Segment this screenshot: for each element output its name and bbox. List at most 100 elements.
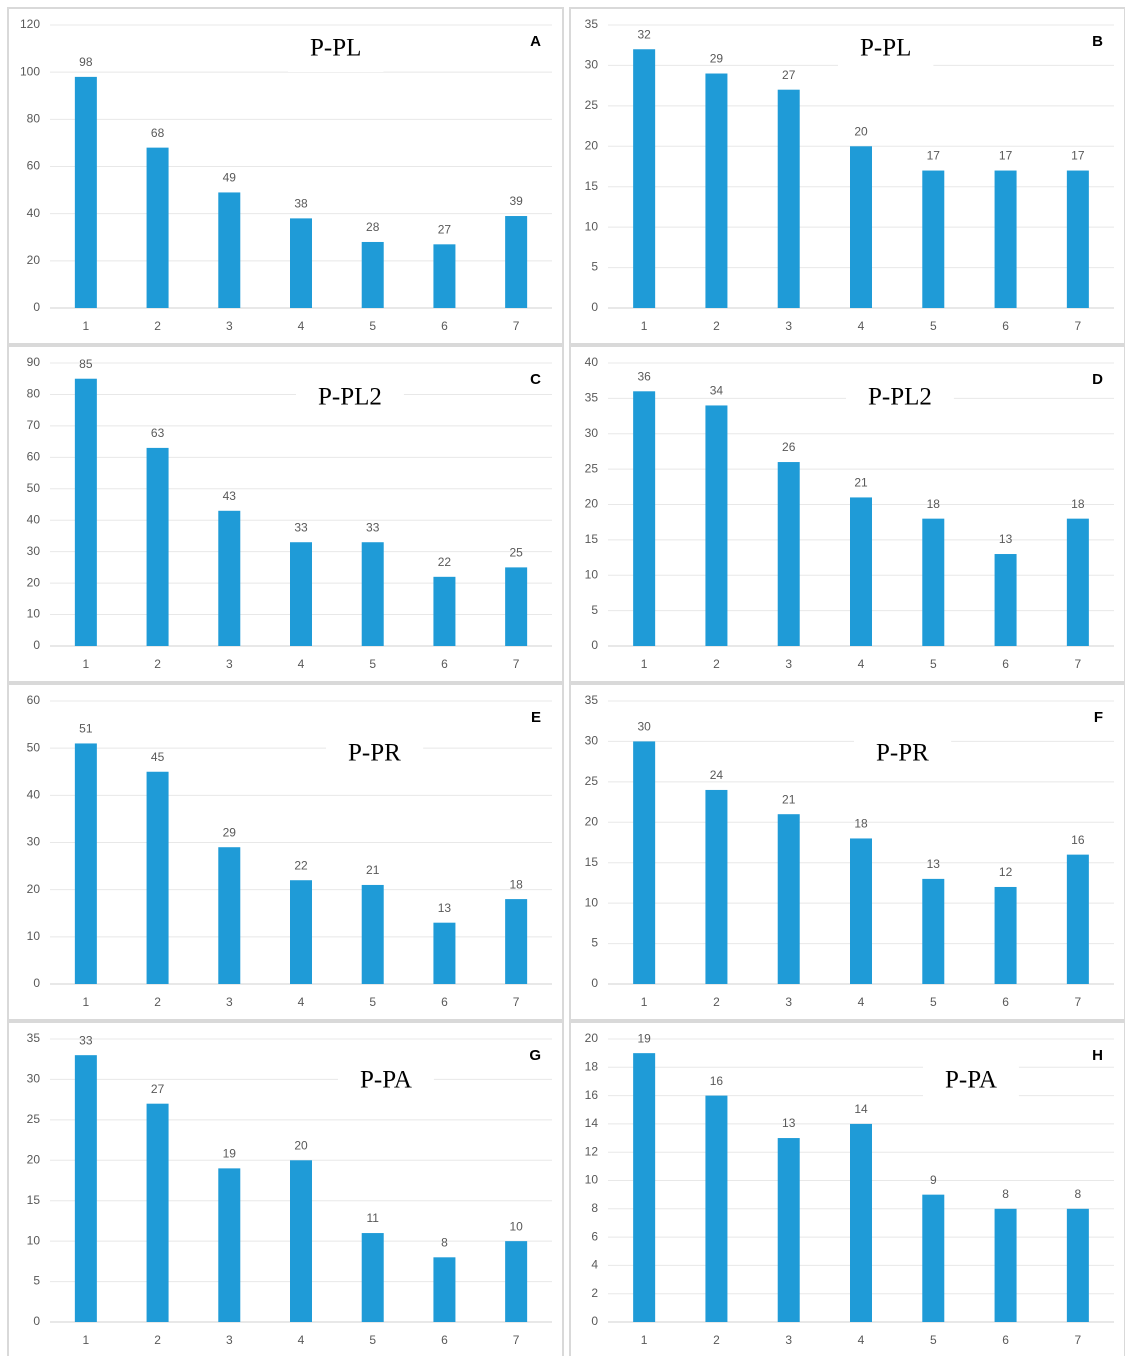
- chart-title: P-PA: [360, 1067, 412, 1094]
- y-tick-label: 10: [585, 895, 599, 909]
- x-tick-label: 2: [154, 319, 161, 333]
- value-label: 29: [710, 52, 724, 66]
- value-label: 18: [854, 817, 868, 831]
- chart-title: P-PL2: [868, 384, 932, 411]
- y-tick-label: 30: [27, 835, 41, 849]
- x-tick-label: 3: [785, 1333, 792, 1347]
- bar: [218, 847, 241, 984]
- y-tick-label: 10: [585, 567, 599, 581]
- value-label: 28: [366, 220, 380, 234]
- x-tick-label: 4: [858, 1333, 865, 1347]
- panel-letter: E: [531, 709, 541, 726]
- y-tick-label: 10: [585, 1173, 599, 1187]
- y-tick-label: 0: [33, 976, 40, 990]
- x-tick-label: 7: [1075, 319, 1082, 333]
- x-tick-label: 3: [785, 319, 792, 333]
- value-label: 16: [710, 1074, 724, 1088]
- y-tick-label: 16: [585, 1088, 599, 1102]
- bar: [290, 542, 312, 646]
- bar: [74, 378, 97, 646]
- panel: 0 10 20 30 40 50 60 70 80 90 P-PL2 C 1 85 2 63 3 43 4 33 5 33…: [7, 345, 564, 683]
- x-tick-label: 4: [298, 995, 305, 1009]
- value-label: 13: [927, 857, 941, 871]
- x-tick-label: 5: [930, 1333, 937, 1347]
- value-label: 27: [151, 1082, 165, 1096]
- chart-title: P-PR: [348, 740, 401, 767]
- value-label: 34: [710, 384, 724, 398]
- value-label: 13: [438, 901, 452, 915]
- y-tick-label: 20: [27, 575, 41, 589]
- y-tick-label: 10: [585, 219, 599, 233]
- bar: [777, 814, 800, 984]
- bar: [361, 884, 384, 984]
- x-tick-label: 4: [858, 995, 865, 1009]
- y-tick-label: 2: [591, 1286, 598, 1300]
- chart-title: P-PR: [876, 740, 929, 767]
- value-label: 8: [441, 1235, 448, 1249]
- panel: 0 5 10 15 20 25 30 35 P-PL B 1 32 2 29 3 27 4 20 5 17 6 17 7 17: [569, 7, 1125, 345]
- value-label: 33: [294, 520, 308, 534]
- chart-title: P-PL: [860, 35, 911, 62]
- value-label: 38: [294, 197, 308, 211]
- title-backdrop: [854, 733, 952, 777]
- value-label: 45: [151, 750, 165, 764]
- bar: [922, 170, 945, 308]
- x-tick-label: 2: [154, 995, 161, 1009]
- panel-letter: H: [1092, 1047, 1103, 1064]
- y-tick-label: 25: [585, 461, 599, 475]
- y-tick-label: 14: [585, 1116, 599, 1130]
- x-tick-label: 3: [226, 1333, 233, 1347]
- x-tick-label: 7: [1075, 1333, 1082, 1347]
- bar: [433, 576, 456, 646]
- title-backdrop: [846, 377, 954, 421]
- value-label: 39: [509, 194, 523, 208]
- x-tick-label: 5: [369, 995, 376, 1009]
- panel-frame: [7, 683, 564, 1021]
- bar: [705, 789, 728, 984]
- x-tick-label: 3: [785, 657, 792, 671]
- panel-frame: [7, 1021, 564, 1356]
- y-tick-label: 100: [20, 64, 40, 78]
- y-tick-label: 0: [591, 976, 598, 990]
- bar: [505, 567, 528, 646]
- value-label: 17: [927, 149, 941, 163]
- y-tick-label: 30: [27, 544, 41, 558]
- value-label: 22: [294, 858, 308, 872]
- title-backdrop: [326, 733, 424, 777]
- x-tick-label: 2: [713, 995, 720, 1009]
- bar: [290, 880, 312, 984]
- panel-frame: [7, 7, 564, 345]
- x-tick-label: 7: [1075, 657, 1082, 671]
- value-label: 85: [79, 357, 93, 371]
- value-label: 13: [782, 1116, 796, 1130]
- x-tick-label: 3: [226, 995, 233, 1009]
- y-tick-label: 120: [20, 17, 40, 31]
- y-tick-label: 4: [591, 1258, 598, 1272]
- bar: [146, 771, 169, 984]
- bar: [290, 1160, 312, 1322]
- bar: [505, 1241, 528, 1322]
- y-tick-label: 20: [585, 138, 599, 152]
- x-tick-label: 3: [226, 319, 233, 333]
- bar: [146, 147, 169, 308]
- bar: [1066, 518, 1089, 646]
- y-tick-label: 20: [585, 814, 599, 828]
- value-label: 17: [999, 149, 1013, 163]
- x-tick-label: 7: [1075, 995, 1082, 1009]
- value-label: 20: [294, 1138, 308, 1152]
- x-tick-label: 2: [154, 657, 161, 671]
- x-tick-label: 1: [641, 1333, 648, 1347]
- bar: [433, 1257, 456, 1322]
- bar: [633, 1053, 656, 1322]
- panel: 0 10 20 30 40 50 60 P-PR E 1 51 2 45 3 29 4 22 5 21 6 13 7 18: [7, 683, 564, 1021]
- y-tick-label: 5: [591, 260, 598, 274]
- x-tick-label: 5: [930, 657, 937, 671]
- x-tick-label: 7: [513, 1333, 520, 1347]
- y-tick-label: 60: [27, 693, 41, 707]
- x-tick-label: 5: [369, 319, 376, 333]
- panel-letter: F: [1094, 709, 1103, 726]
- bar: [505, 216, 528, 308]
- x-tick-label: 4: [298, 657, 305, 671]
- x-tick-label: 7: [513, 319, 520, 333]
- bar: [922, 1194, 945, 1322]
